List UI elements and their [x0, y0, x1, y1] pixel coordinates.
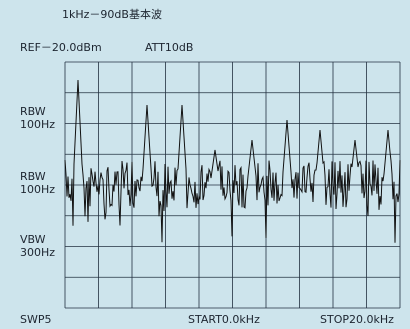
analyzer-screen: 1kHz－90dB基本波 REF－20.0dBm ATT10dB RBW 100…: [0, 0, 410, 329]
title: 1kHz－90dB基本波: [62, 7, 162, 21]
start-freq: START0.0kHz: [188, 313, 260, 326]
ref-level: REF－20.0dBm: [20, 41, 102, 54]
side-label: 300Hz: [20, 246, 55, 259]
side-label: RBW: [20, 170, 46, 183]
side-label: 100Hz: [20, 118, 55, 131]
page: 1kHz－90dB基本波 REF－20.0dBm ATT10dB RBW 100…: [0, 0, 410, 329]
side-label: RBW: [20, 105, 46, 118]
side-label: VBW: [20, 233, 46, 246]
attenuation: ATT10dB: [145, 41, 193, 54]
sweep: SWP5: [20, 313, 52, 326]
stop-freq: STOP20.0kHz: [320, 313, 394, 326]
side-label: 100Hz: [20, 183, 55, 196]
